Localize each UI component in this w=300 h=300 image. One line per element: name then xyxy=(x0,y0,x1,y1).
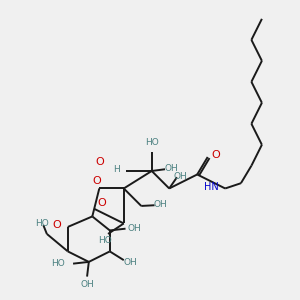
Text: O: O xyxy=(98,198,106,208)
Text: HN: HN xyxy=(204,182,219,192)
Text: H: H xyxy=(113,165,119,174)
Text: O: O xyxy=(211,150,220,160)
Text: OH: OH xyxy=(124,258,138,267)
Text: OH: OH xyxy=(128,224,141,233)
Text: HO: HO xyxy=(146,138,159,147)
Text: OH: OH xyxy=(164,164,178,173)
Text: HO: HO xyxy=(35,219,49,228)
Text: OH: OH xyxy=(154,200,167,209)
Text: O: O xyxy=(92,176,101,186)
Text: HO: HO xyxy=(51,259,65,268)
Text: O: O xyxy=(53,220,62,230)
Text: OH: OH xyxy=(173,172,187,181)
Text: HO: HO xyxy=(98,236,111,245)
Text: OH: OH xyxy=(80,280,94,289)
Text: O: O xyxy=(96,157,104,167)
